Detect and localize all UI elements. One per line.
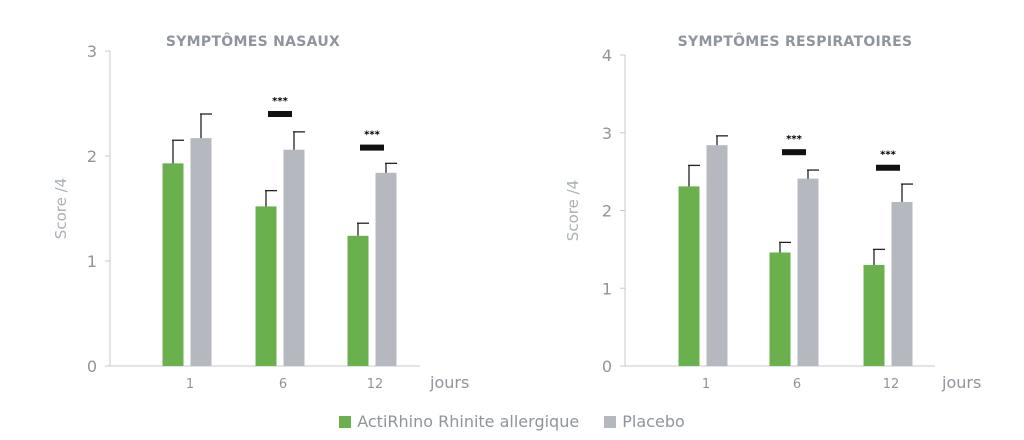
chart1-bar-actirhino [347,235,369,366]
chart1-x-axis-label: jours [429,373,469,392]
chart2-x-axis-label: jours [941,373,981,392]
chart2-bar-actirhino [769,252,791,366]
chart1-significance-label: *** [272,96,288,107]
legend: ActiRhino Rhinite allergique Placebo [0,412,1024,432]
chart1-x-tick-label: 6 [279,377,287,392]
chart2-title: SYMPTÔMES RESPIRATOIRES [678,32,913,50]
chart2-x-tick-label: 1 [702,377,710,392]
chart2-significance-label: *** [880,150,896,161]
chart2-y-tick-label: 4 [602,46,612,65]
chart2-y-tick-label: 1 [602,279,612,298]
chart1-y-tick-label: 1 [87,252,97,271]
chart2-y-tick-label: 0 [602,357,612,376]
chart1-significance-bar [360,144,384,151]
legend-item-placebo: Placebo [604,412,685,431]
legend-label-placebo: Placebo [622,412,685,431]
chart1-significance-label: *** [364,130,380,141]
chart2-y-axis-label: Score /4 [564,180,582,241]
chart1-x-tick-label: 12 [367,377,384,392]
chart1-bar-actirhino [162,163,184,366]
chart2-bar-placebo [797,178,819,366]
chart2-y-tick-label: 3 [602,124,612,143]
chart2-significance-label: *** [786,134,802,145]
legend-swatch-actirhino [339,415,352,428]
chart2-bar-placebo [706,145,728,366]
chart2-bar-actirhino [863,264,885,366]
chart1-title: SYMPTÔMES NASAUX [166,32,340,50]
chart2-significance-bar [876,164,900,171]
chart1-significance-bar [268,111,292,117]
chart1-bar-actirhino [255,206,277,366]
chart1-bar-placebo [283,149,305,366]
chart1-y-axis-label: Score /4 [52,178,70,239]
chart2-significance-bar [782,149,806,156]
chart2-y-tick-label: 2 [602,202,612,221]
chart1-y-tick-label: 3 [87,42,97,61]
chart2-x-tick-label: 12 [883,377,900,392]
chart1-y-tick-label: 0 [87,357,97,376]
chart1-bar-placebo [375,172,397,366]
legend-swatch-placebo [604,415,617,428]
chart2-bar-actirhino [678,186,700,366]
legend-label-actirhino: ActiRhino Rhinite allergique [357,412,580,431]
chart2-bar-placebo [891,201,913,366]
chart2-x-tick-label: 6 [793,377,801,392]
legend-item-actirhino: ActiRhino Rhinite allergique [339,412,579,431]
chart1-x-tick-label: 1 [186,377,194,392]
chart1-y-tick-label: 2 [87,147,97,166]
chart1-bar-placebo [190,138,212,366]
